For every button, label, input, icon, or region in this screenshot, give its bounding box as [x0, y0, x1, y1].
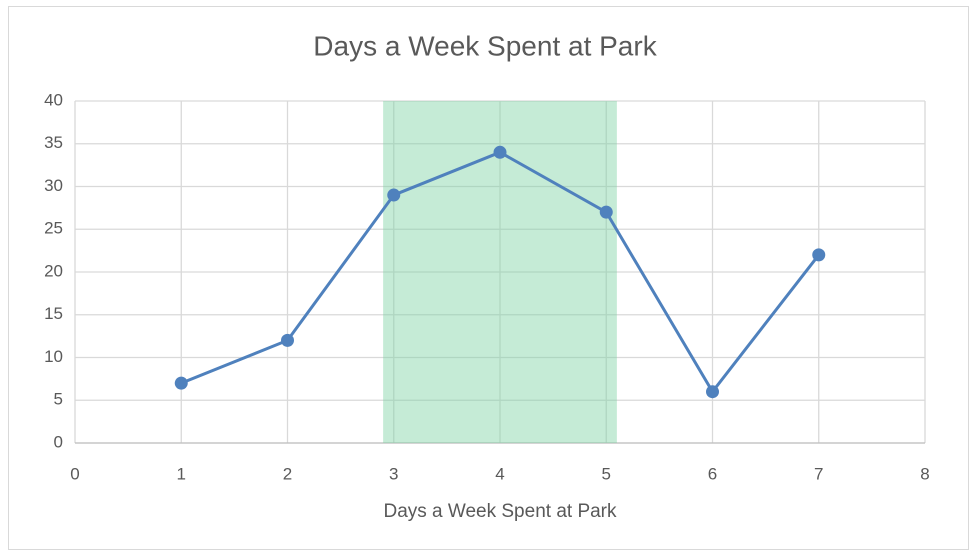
y-tick-label: 20 [44, 261, 63, 280]
data-point [812, 248, 826, 262]
x-axis-title: Days a Week Spent at Park [383, 501, 617, 522]
data-point [281, 333, 294, 347]
x-tick-label: 3 [389, 464, 398, 483]
x-tick-label: 2 [283, 464, 292, 483]
y-tick-label: 35 [44, 133, 63, 152]
data-point [387, 188, 401, 202]
data-point [174, 376, 188, 390]
x-tick-label: 0 [70, 464, 79, 483]
y-tick-label: 30 [44, 176, 63, 195]
y-tick-label: 40 [44, 90, 63, 109]
chart-frame [8, 6, 969, 550]
y-tick-label: 25 [44, 219, 63, 238]
data-point [493, 145, 507, 159]
chart-title: Days a Week Spent at Park [313, 30, 657, 61]
y-tick-label: 15 [44, 304, 63, 323]
x-tick-label: 6 [708, 464, 717, 483]
y-tick-label: 5 [54, 390, 63, 409]
x-tick-label: 8 [920, 464, 929, 483]
data-point [706, 385, 719, 399]
y-tick-label: 0 [54, 432, 63, 451]
x-tick-label: 7 [814, 464, 823, 483]
x-tick-label: 1 [177, 464, 186, 483]
x-tick-label: 5 [602, 464, 611, 483]
data-point [599, 205, 613, 219]
y-tick-label: 10 [44, 347, 63, 366]
x-tick-label: 4 [495, 464, 504, 483]
